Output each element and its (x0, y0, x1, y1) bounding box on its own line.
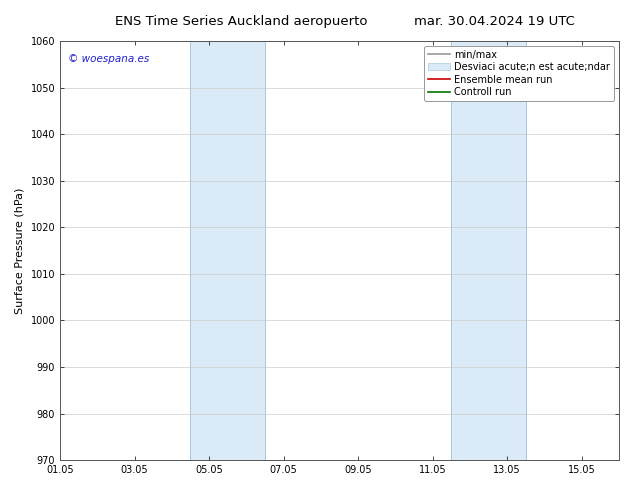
Legend: min/max, Desviaci acute;n est acute;ndar, Ensemble mean run, Controll run: min/max, Desviaci acute;n est acute;ndar… (424, 46, 614, 101)
Text: © woespana.es: © woespana.es (68, 53, 150, 64)
Bar (451, 41, 526, 460)
Bar (190, 41, 265, 460)
Text: ENS Time Series Auckland aeropuerto: ENS Time Series Auckland aeropuerto (115, 15, 367, 28)
Text: mar. 30.04.2024 19 UTC: mar. 30.04.2024 19 UTC (414, 15, 575, 28)
Y-axis label: Surface Pressure (hPa): Surface Pressure (hPa) (15, 187, 25, 314)
